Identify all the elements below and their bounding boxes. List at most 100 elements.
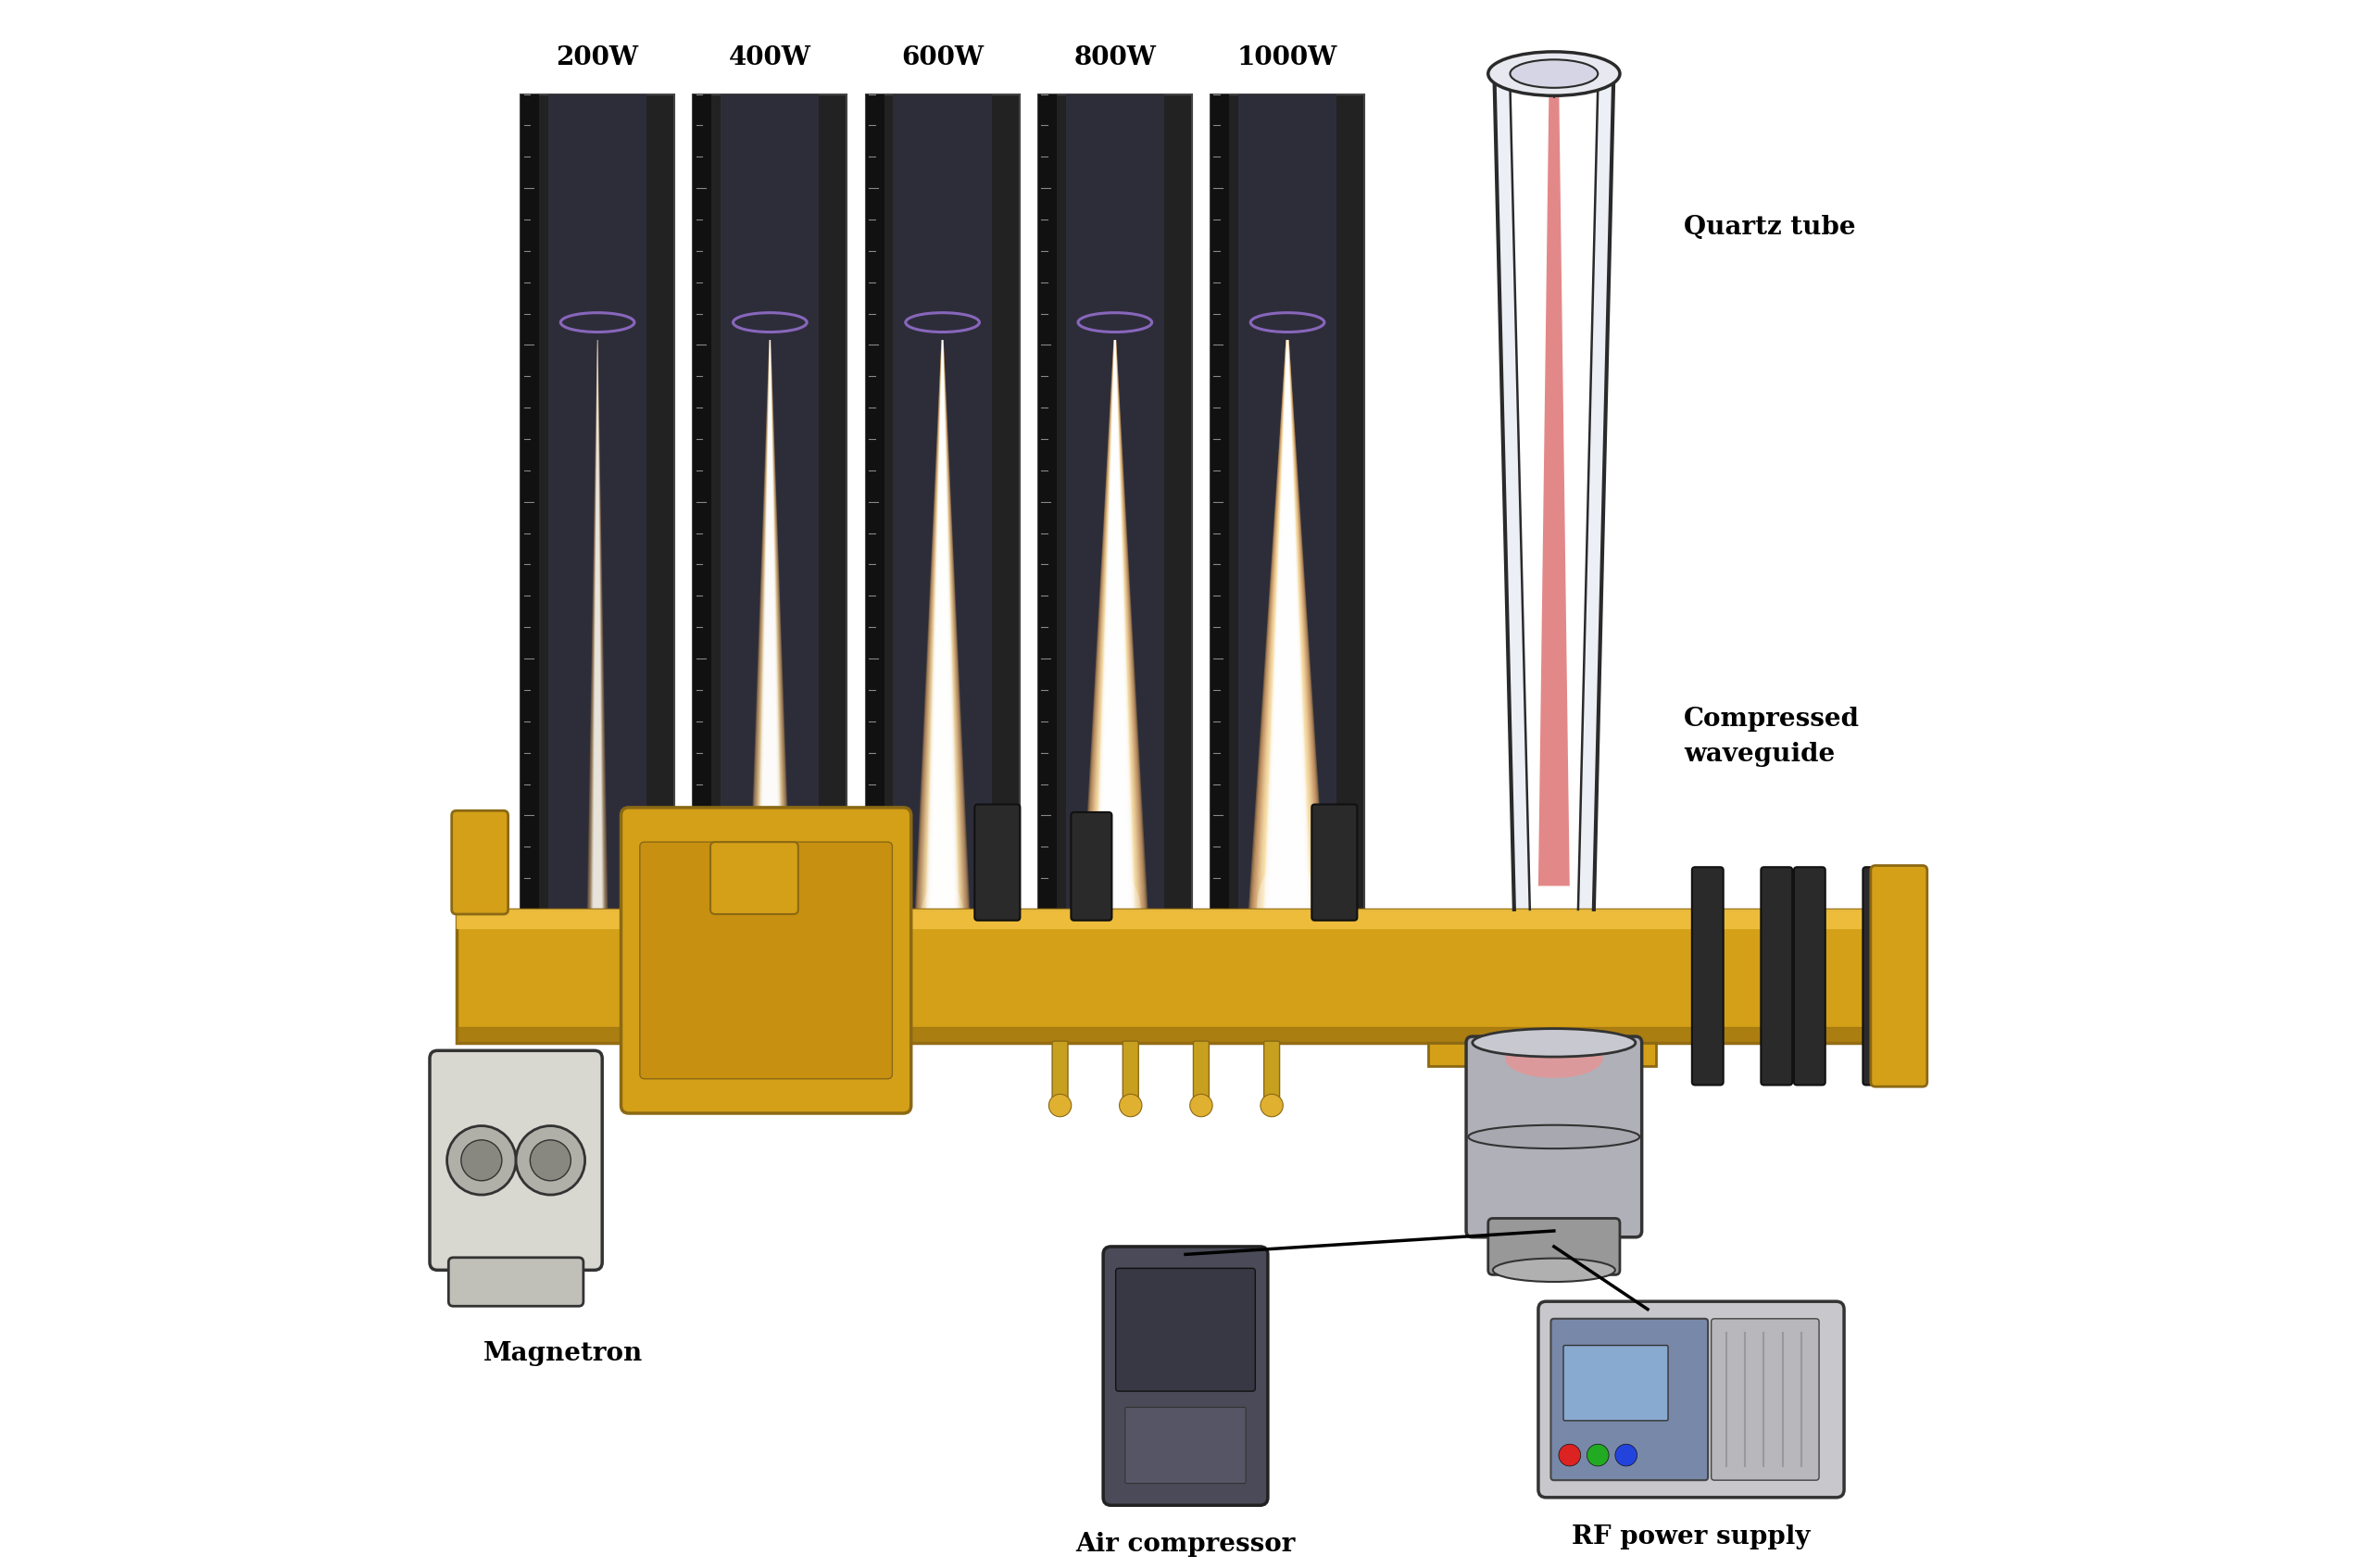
- Polygon shape: [1100, 340, 1131, 938]
- FancyBboxPatch shape: [522, 94, 538, 972]
- Polygon shape: [1264, 340, 1311, 938]
- FancyBboxPatch shape: [894, 94, 991, 972]
- Polygon shape: [1254, 340, 1321, 938]
- Ellipse shape: [1489, 52, 1619, 96]
- FancyBboxPatch shape: [429, 1051, 602, 1270]
- Polygon shape: [590, 340, 605, 938]
- Polygon shape: [1081, 340, 1148, 938]
- Polygon shape: [1271, 340, 1304, 938]
- Circle shape: [531, 1140, 571, 1181]
- FancyBboxPatch shape: [1871, 866, 1928, 1087]
- FancyBboxPatch shape: [1795, 867, 1826, 1085]
- Text: 200W: 200W: [557, 45, 638, 71]
- FancyBboxPatch shape: [1551, 1319, 1707, 1480]
- FancyBboxPatch shape: [711, 842, 799, 914]
- Polygon shape: [588, 340, 607, 938]
- Polygon shape: [1252, 340, 1323, 938]
- Polygon shape: [925, 340, 960, 938]
- Polygon shape: [1091, 340, 1138, 938]
- Polygon shape: [590, 340, 605, 938]
- Polygon shape: [756, 340, 782, 938]
- FancyBboxPatch shape: [1212, 94, 1228, 972]
- Polygon shape: [925, 340, 960, 938]
- FancyBboxPatch shape: [974, 804, 1020, 920]
- FancyBboxPatch shape: [1864, 867, 1894, 1085]
- FancyBboxPatch shape: [1264, 1041, 1280, 1107]
- Polygon shape: [749, 340, 790, 938]
- Text: 1000W: 1000W: [1238, 45, 1337, 71]
- FancyBboxPatch shape: [1072, 812, 1112, 920]
- FancyBboxPatch shape: [548, 94, 647, 972]
- Polygon shape: [1088, 340, 1140, 938]
- Polygon shape: [1093, 340, 1138, 938]
- Polygon shape: [913, 340, 972, 938]
- FancyBboxPatch shape: [1539, 1301, 1845, 1497]
- Polygon shape: [747, 340, 792, 938]
- Polygon shape: [588, 340, 607, 938]
- Polygon shape: [927, 340, 958, 938]
- FancyBboxPatch shape: [692, 94, 711, 972]
- Polygon shape: [1259, 340, 1316, 938]
- Polygon shape: [590, 340, 605, 938]
- Polygon shape: [593, 340, 602, 938]
- Polygon shape: [759, 340, 782, 938]
- Polygon shape: [1539, 66, 1570, 886]
- Polygon shape: [1250, 340, 1325, 938]
- Text: 600W: 600W: [901, 45, 984, 71]
- Ellipse shape: [1472, 1029, 1636, 1057]
- Text: Magnetron: Magnetron: [484, 1341, 643, 1366]
- Polygon shape: [918, 340, 967, 938]
- Polygon shape: [922, 340, 963, 938]
- Text: Compressed
waveguide: Compressed waveguide: [1683, 707, 1861, 767]
- FancyBboxPatch shape: [1212, 94, 1363, 972]
- Polygon shape: [759, 340, 780, 938]
- Polygon shape: [761, 340, 780, 938]
- Polygon shape: [593, 340, 602, 938]
- Text: RF power supply: RF power supply: [1572, 1524, 1811, 1549]
- FancyBboxPatch shape: [1117, 1269, 1254, 1391]
- FancyBboxPatch shape: [1067, 94, 1164, 972]
- Polygon shape: [752, 340, 790, 938]
- Circle shape: [1615, 1444, 1636, 1466]
- FancyBboxPatch shape: [1038, 94, 1193, 972]
- Polygon shape: [932, 340, 953, 938]
- Polygon shape: [761, 340, 778, 938]
- FancyBboxPatch shape: [721, 94, 818, 972]
- Polygon shape: [759, 340, 782, 938]
- Polygon shape: [749, 340, 792, 938]
- Polygon shape: [1257, 340, 1318, 938]
- FancyBboxPatch shape: [450, 811, 507, 914]
- Polygon shape: [756, 340, 785, 938]
- Polygon shape: [1266, 340, 1306, 938]
- FancyBboxPatch shape: [1053, 1041, 1067, 1107]
- Text: Quartz tube: Quartz tube: [1683, 215, 1856, 240]
- Polygon shape: [1086, 340, 1143, 938]
- FancyBboxPatch shape: [522, 94, 673, 972]
- FancyBboxPatch shape: [448, 1258, 583, 1306]
- FancyBboxPatch shape: [1489, 1218, 1619, 1275]
- Polygon shape: [1247, 340, 1328, 938]
- Circle shape: [460, 1140, 503, 1181]
- Polygon shape: [1247, 340, 1328, 938]
- FancyBboxPatch shape: [1126, 1408, 1245, 1483]
- Polygon shape: [929, 340, 956, 938]
- FancyBboxPatch shape: [1103, 1247, 1268, 1505]
- Polygon shape: [586, 340, 609, 938]
- Ellipse shape: [1494, 1258, 1615, 1281]
- Polygon shape: [590, 340, 605, 938]
- Circle shape: [448, 1126, 517, 1195]
- Polygon shape: [1086, 340, 1145, 938]
- Polygon shape: [749, 340, 790, 938]
- Polygon shape: [590, 340, 605, 938]
- Polygon shape: [593, 340, 602, 938]
- FancyBboxPatch shape: [1124, 1041, 1138, 1107]
- FancyBboxPatch shape: [1038, 94, 1057, 972]
- Polygon shape: [920, 340, 965, 938]
- Polygon shape: [1095, 340, 1136, 938]
- Polygon shape: [1084, 340, 1148, 938]
- Polygon shape: [927, 340, 956, 938]
- Polygon shape: [590, 340, 605, 938]
- Polygon shape: [756, 340, 785, 938]
- Polygon shape: [929, 340, 956, 938]
- Text: Air compressor: Air compressor: [1076, 1532, 1295, 1557]
